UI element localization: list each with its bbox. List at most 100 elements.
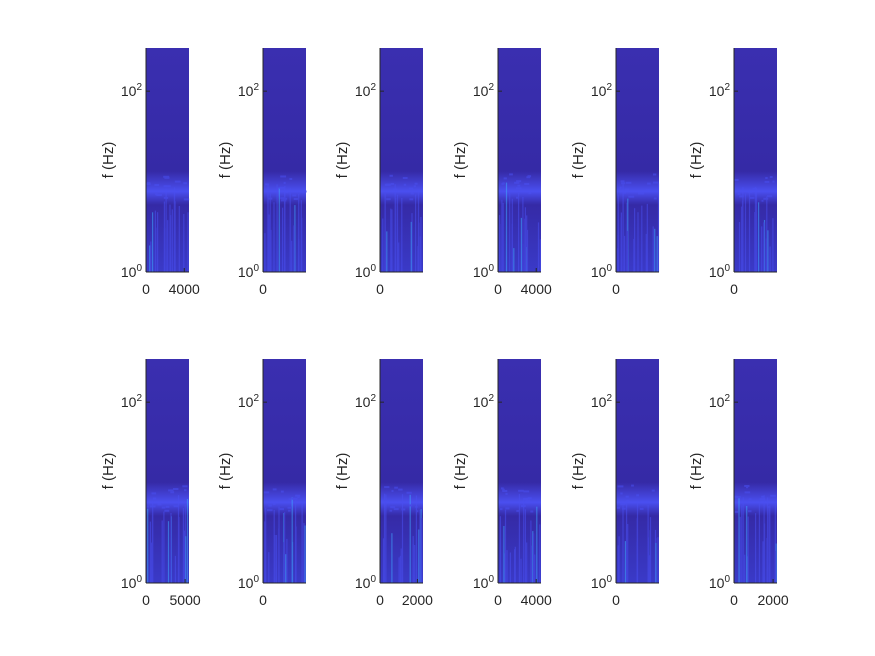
spectrogram-speckle [500, 508, 503, 511]
spectrogram-streak [626, 501, 628, 583]
spectrogram-streak [386, 231, 388, 272]
spectrogram-speckle [505, 507, 510, 510]
spectrogram-streak [617, 546, 619, 583]
spectrogram-streak [648, 555, 650, 583]
spectrogram-speckle [502, 490, 508, 492]
spectrogram-speckle [292, 194, 297, 197]
spectrogram-streak [298, 193, 300, 272]
spectrogram-streak [768, 506, 770, 583]
spectrogram-speckle [764, 180, 770, 183]
spectrogram-streak [291, 240, 293, 272]
spectrogram-speckle [737, 190, 744, 193]
spectrogram-streak [539, 239, 541, 272]
spectrogram-speckle [620, 492, 623, 495]
y-tick-label: 100 [355, 263, 377, 280]
spectrogram-speckle [631, 484, 634, 487]
spectrogram-streak [618, 536, 620, 583]
spectrogram-texture [382, 174, 422, 272]
spectrogram-speckle [301, 190, 307, 193]
spectrogram-streak [412, 544, 414, 583]
y-tick-label: 100 [355, 574, 377, 591]
spectrogram-speckle [280, 175, 287, 178]
x-tick-label: 4000 [521, 592, 552, 608]
spectrogram-speckle [163, 196, 169, 199]
spectrogram-streak [415, 194, 417, 272]
spectrogram-streak [537, 222, 540, 272]
spectrogram-speckle [393, 188, 398, 191]
spectrogram-streak [657, 537, 659, 583]
y-tick-label: 100 [238, 263, 260, 280]
spectrogram-streak [275, 535, 278, 583]
y-tick-label: 100 [473, 574, 495, 591]
spectrogram-streak [187, 212, 189, 272]
spectrogram-speckle [380, 500, 386, 503]
spectrogram-streak [505, 182, 508, 272]
spectrogram-speckle [280, 490, 284, 493]
spectrogram-speckle [173, 488, 179, 490]
spectrogram-streak [755, 513, 757, 583]
spectrogram-streak [763, 220, 766, 272]
x-tick-label: 2000 [402, 592, 433, 608]
y-tick-label: 102 [121, 393, 143, 410]
x-tick-label: 2000 [758, 592, 789, 608]
spectrogram-streak [536, 506, 538, 583]
y-tick-label: 102 [709, 82, 731, 99]
spectrogram-speckle [151, 492, 157, 495]
spectrogram-streak [276, 184, 278, 272]
spectrogram-streak [766, 196, 768, 272]
spectrogram-streak [301, 501, 303, 583]
spectrogram-streak [264, 233, 266, 272]
y-axis-label: f (Hz) [688, 142, 705, 179]
spectrogram-streak [298, 239, 300, 272]
spectrogram-streak [747, 516, 749, 583]
spectrogram-streak [626, 230, 628, 272]
spectrogram-streak [622, 505, 624, 583]
y-tick-label: 102 [473, 393, 495, 410]
spectrogram-speckle [636, 494, 639, 497]
spectrogram-speckle [155, 193, 158, 196]
spectrogram-streak [627, 524, 629, 583]
spectrogram-speckle [183, 198, 190, 201]
spectrogram-streak [526, 229, 529, 272]
spectrogram-streak [149, 521, 151, 583]
spectrogram-texture [734, 485, 777, 583]
x-tick-label: 4000 [521, 281, 552, 297]
spectrogram-streak [154, 210, 156, 272]
spectrogram-speckle [517, 184, 521, 187]
spectrogram-streak [399, 555, 401, 583]
spectrogram-speckle [626, 499, 630, 502]
spectrogram-speckle [410, 192, 414, 195]
spectrogram-streak [739, 516, 741, 583]
spectrogram-speckle [409, 198, 414, 201]
x-tick-label: 0 [259, 281, 267, 297]
spectrogram-streak [511, 223, 513, 272]
y-tick-label: 102 [238, 82, 260, 99]
spectrogram-speckle [746, 486, 749, 489]
spectrogram-streak [742, 497, 744, 583]
spectrogram-streak [503, 526, 505, 583]
spectrogram-speckle [284, 191, 289, 193]
spectrogram-speckle [523, 497, 528, 500]
spectrogram-speckle [146, 183, 151, 186]
spectrogram-speckle [622, 191, 626, 194]
spectrogram-streak [769, 505, 771, 583]
spectrogram-speckle [295, 494, 301, 497]
spectrogram-speckle [182, 485, 188, 488]
spectrogram-streak [504, 553, 506, 583]
spectrogram-speckle [759, 498, 766, 501]
spectrogram-streak [273, 202, 275, 272]
spectrogram-speckle [638, 192, 643, 195]
spectrogram-speckle [149, 505, 156, 508]
spectrogram-streak [264, 521, 266, 583]
spectrogram-streak [620, 217, 622, 272]
spectrogram-texture [264, 175, 307, 272]
x-tick-label: 0 [142, 592, 150, 608]
spectrogram-speckle [402, 177, 408, 179]
spectrogram-speckle [521, 505, 526, 507]
spectrogram-speckle [164, 509, 170, 512]
spectrogram-speckle [651, 489, 655, 492]
spectrogram-streak [539, 524, 541, 583]
